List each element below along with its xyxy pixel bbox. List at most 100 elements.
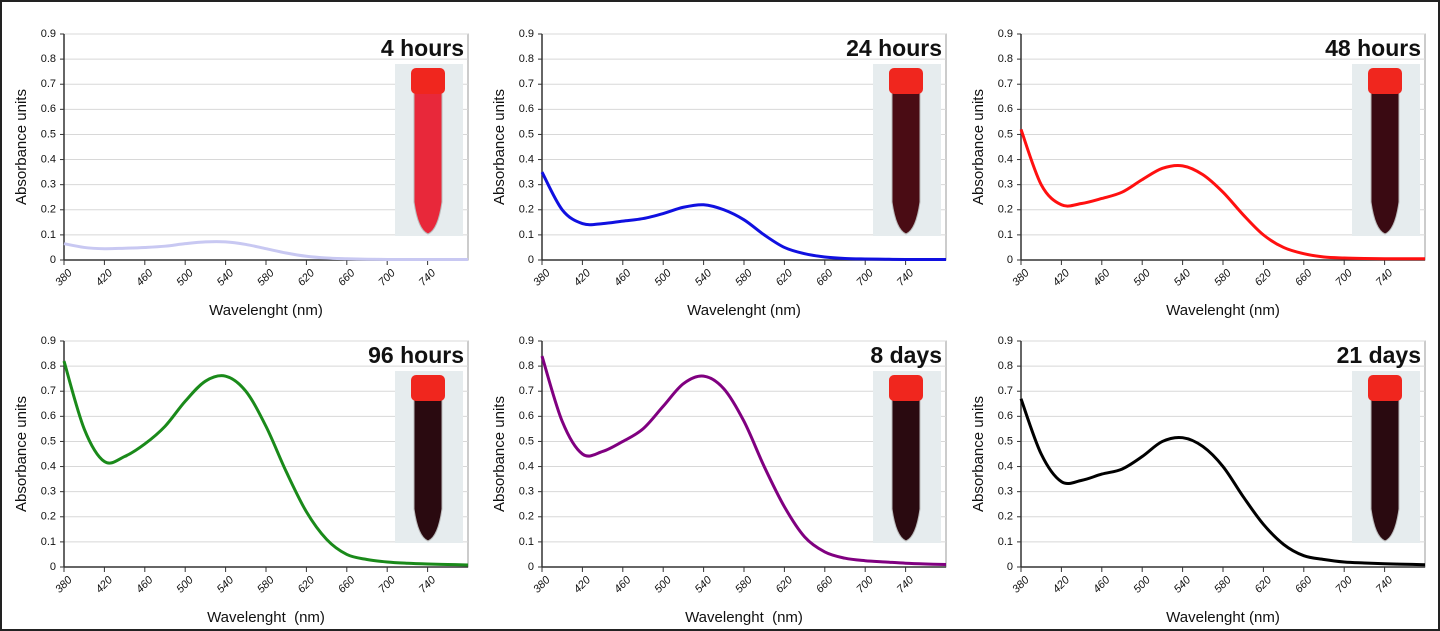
x-tick-label: 580 (733, 267, 755, 289)
y-tick-label: 0.8 (519, 360, 534, 372)
x-tick-label: 500 (174, 267, 196, 289)
x-tick-label: 540 (1172, 267, 1194, 289)
data-line (62, 360, 469, 567)
y-tick-label: 0.4 (998, 460, 1013, 472)
data-line (540, 355, 947, 566)
x-tick-label: 540 (1172, 574, 1194, 596)
x-tick-label: 420 (572, 267, 594, 289)
y-tick-label: 0.9 (519, 335, 534, 347)
x-tick-label: 620 (1253, 267, 1275, 289)
y-axis-label: Absorbance units (491, 89, 508, 205)
y-tick-label: 0.9 (998, 28, 1013, 40)
x-tick-label: 460 (612, 574, 634, 596)
x-tick-label: 660 (814, 574, 836, 596)
x-tick-label: 580 (1212, 574, 1234, 596)
y-tick-label: 0.1 (41, 536, 56, 548)
y-tick-label: 0.7 (998, 385, 1013, 397)
y-tick-label: 0.3 (519, 486, 534, 498)
x-axis-label: Wavelenght (nm) (685, 609, 803, 626)
y-tick-label: 0.9 (998, 335, 1013, 347)
x-tick-label: 500 (652, 267, 674, 289)
chart-title: 21 days (1337, 342, 1421, 368)
y-tick-label: 0.2 (41, 204, 56, 216)
data-line (63, 240, 468, 262)
tube-body (1370, 89, 1400, 235)
x-tick-label: 700 (1333, 267, 1355, 289)
y-axis-label: Absorbance units (970, 396, 987, 512)
y-tick-label: 0.5 (41, 128, 56, 140)
x-tick-label: 460 (134, 267, 156, 289)
y-tick-label: 0.5 (519, 128, 534, 140)
y-tick-label: 0.1 (519, 229, 534, 241)
tube-photo (1352, 64, 1420, 236)
x-tick-label: 740 (895, 267, 917, 289)
y-tick-label: 0.1 (998, 229, 1013, 241)
x-tick-label: 660 (814, 267, 836, 289)
x-axis-label: Wavelenght (nm) (207, 609, 325, 626)
tube-cap (1368, 68, 1402, 94)
tube-cap (411, 68, 445, 94)
x-tick-label: 420 (94, 267, 116, 289)
x-tick-label: 540 (693, 574, 715, 596)
tube-photo (873, 64, 941, 236)
x-tick-label: 380 (53, 267, 75, 289)
x-tick-label: 540 (693, 267, 715, 289)
y-tick-label: 0.7 (41, 78, 56, 90)
y-tick-label: 0.2 (998, 511, 1013, 523)
x-tick-label: 460 (1091, 267, 1113, 289)
tube-photo (395, 64, 463, 236)
x-tick-label: 380 (531, 267, 553, 289)
x-tick-label: 620 (774, 267, 796, 289)
y-axis-label: Absorbance units (13, 89, 30, 205)
x-tick-label: 660 (1293, 267, 1315, 289)
x-tick-label: 460 (1091, 574, 1113, 596)
tube-cap (411, 375, 445, 401)
tube-body (413, 396, 443, 542)
x-tick-label: 420 (1051, 267, 1073, 289)
x-tick-label: 540 (215, 267, 237, 289)
x-tick-label: 740 (1374, 267, 1396, 289)
x-tick-label: 620 (296, 574, 318, 596)
y-tick-label: 0.4 (519, 153, 534, 165)
x-tick-label: 380 (531, 574, 553, 596)
y-tick-label: 0.7 (998, 78, 1013, 90)
x-tick-label: 700 (376, 574, 398, 596)
x-axis-label: Wavelenght (nm) (687, 302, 801, 319)
x-tick-label: 380 (1010, 267, 1032, 289)
y-tick-label: 0.9 (519, 28, 534, 40)
x-tick-label: 740 (417, 267, 439, 289)
y-tick-label: 0.5 (998, 128, 1013, 140)
y-axis-label: Absorbance units (13, 396, 30, 512)
x-tick-label: 460 (134, 574, 156, 596)
x-tick-label: 580 (255, 574, 277, 596)
chart-title: 8 days (870, 342, 942, 368)
y-tick-label: 0.6 (41, 410, 56, 422)
y-tick-label: 0.2 (519, 511, 534, 523)
y-tick-label: 0.4 (519, 460, 534, 472)
y-tick-label: 0.5 (41, 435, 56, 447)
x-tick-label: 700 (854, 267, 876, 289)
x-tick-label: 700 (854, 574, 876, 596)
x-tick-label: 500 (652, 574, 674, 596)
data-line (1019, 128, 1425, 261)
tube-photo (873, 371, 941, 543)
y-tick-label: 0 (528, 561, 534, 573)
y-tick-label: 0.2 (519, 204, 534, 216)
panel: 0 0.1 0.2 0.3 0.4 0.5 0.6 0.7 0.8 0.9 380 420 460 500… (491, 28, 947, 319)
y-tick-label: 0.8 (41, 360, 56, 372)
y-tick-label: 0.3 (998, 486, 1013, 498)
chart-title: 48 hours (1325, 35, 1421, 61)
x-axis-label: Wavelenght (nm) (209, 302, 323, 319)
y-tick-label: 0.1 (41, 229, 56, 241)
y-tick-label: 0.6 (998, 103, 1013, 115)
tube-body (891, 396, 921, 542)
x-tick-label: 460 (612, 267, 634, 289)
y-axis-label: Absorbance units (970, 89, 987, 205)
x-tick-label: 420 (1051, 574, 1073, 596)
y-tick-label: 0.6 (519, 410, 534, 422)
y-tick-label: 0.9 (41, 28, 56, 40)
y-tick-label: 0.8 (41, 53, 56, 65)
tube-body (1370, 396, 1400, 542)
y-tick-label: 0 (50, 254, 56, 266)
